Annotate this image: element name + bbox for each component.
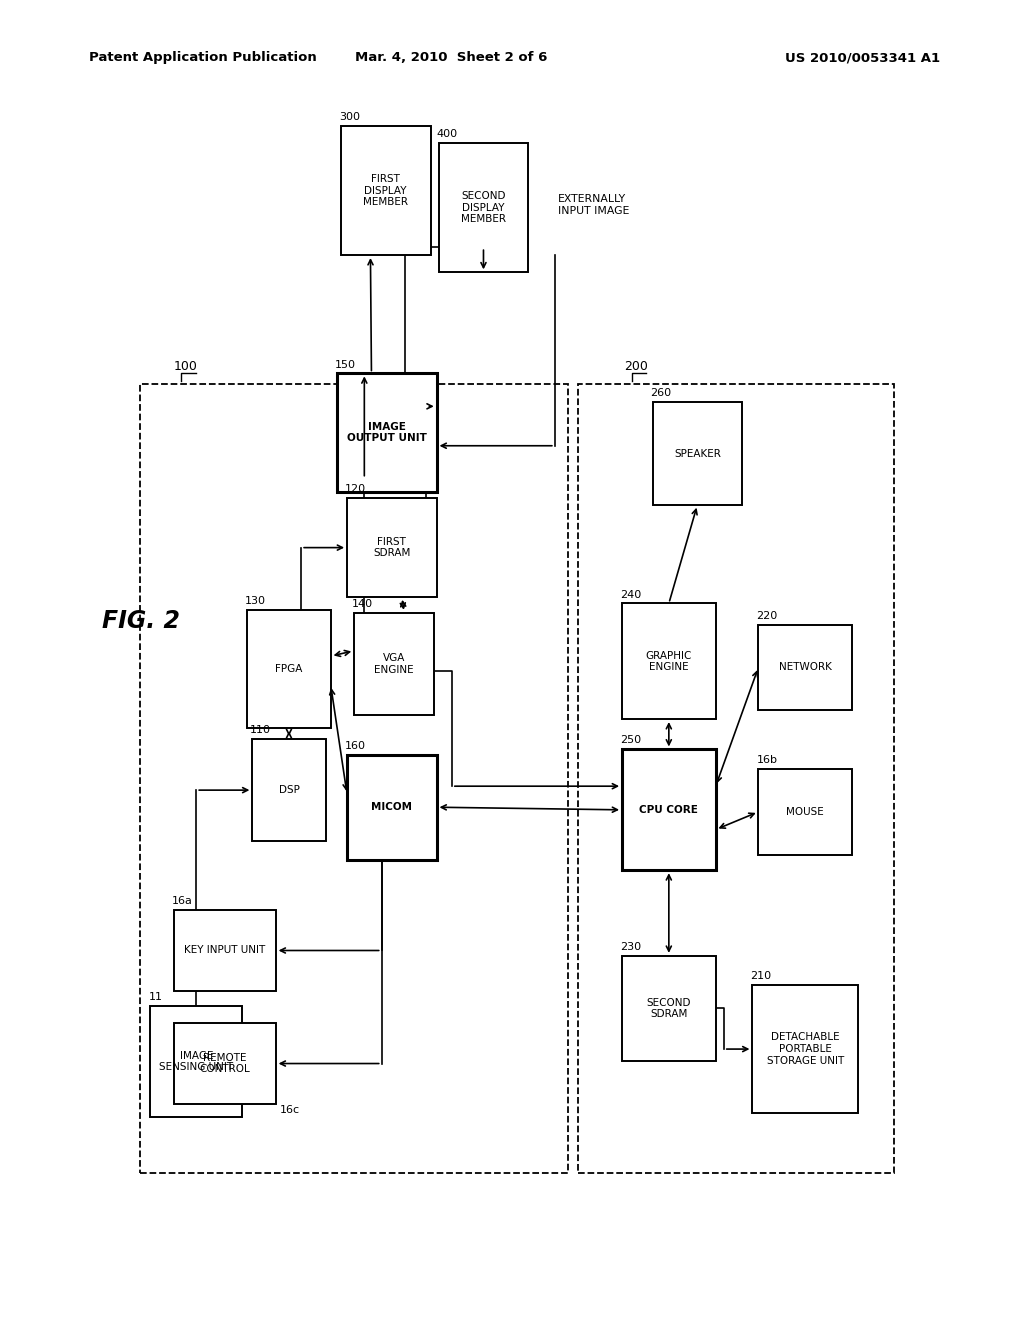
Text: DETACHABLE
PORTABLE
STORAGE UNIT: DETACHABLE PORTABLE STORAGE UNIT xyxy=(767,1032,844,1065)
Bar xyxy=(247,610,331,729)
Bar xyxy=(174,909,275,991)
Bar xyxy=(252,739,326,841)
Text: 400: 400 xyxy=(436,129,458,140)
Text: 110: 110 xyxy=(250,725,271,735)
Bar xyxy=(622,750,716,870)
Text: FIRST
DISPLAY
MEMBER: FIRST DISPLAY MEMBER xyxy=(364,174,409,207)
Bar xyxy=(759,624,852,710)
Text: FPGA: FPGA xyxy=(275,664,303,675)
Text: 300: 300 xyxy=(339,112,359,123)
Text: EXTERNALLY
INPUT IMAGE: EXTERNALLY INPUT IMAGE xyxy=(558,194,629,216)
Text: 240: 240 xyxy=(620,590,641,599)
Text: Patent Application Publication: Patent Application Publication xyxy=(89,51,317,65)
Bar xyxy=(174,1023,275,1105)
Text: NETWORK: NETWORK xyxy=(779,663,831,672)
Text: 160: 160 xyxy=(345,741,366,751)
Text: SPEAKER: SPEAKER xyxy=(674,449,721,458)
Text: 16c: 16c xyxy=(280,1105,300,1115)
Text: 120: 120 xyxy=(345,484,367,495)
Bar xyxy=(151,1006,242,1118)
Bar xyxy=(354,612,433,715)
Text: KEY INPUT UNIT: KEY INPUT UNIT xyxy=(184,945,265,956)
Text: Mar. 4, 2010  Sheet 2 of 6: Mar. 4, 2010 Sheet 2 of 6 xyxy=(354,51,547,65)
Text: 210: 210 xyxy=(751,970,771,981)
Text: FIG. 2: FIG. 2 xyxy=(101,609,179,632)
Text: 200: 200 xyxy=(624,360,648,374)
Text: MOUSE: MOUSE xyxy=(786,807,824,817)
Text: DSP: DSP xyxy=(279,785,299,795)
Text: REMOTE
CONTROL: REMOTE CONTROL xyxy=(200,1053,250,1074)
Bar xyxy=(347,755,436,859)
Text: GRAPHIC
ENGINE: GRAPHIC ENGINE xyxy=(646,651,692,672)
Text: US 2010/0053341 A1: US 2010/0053341 A1 xyxy=(784,51,940,65)
Text: 260: 260 xyxy=(650,388,672,399)
Text: 150: 150 xyxy=(335,359,355,370)
Text: 130: 130 xyxy=(245,597,266,606)
Text: 230: 230 xyxy=(620,941,641,952)
Text: 16a: 16a xyxy=(172,896,193,906)
Bar xyxy=(438,144,528,272)
Text: MICOM: MICOM xyxy=(372,803,413,812)
Text: VGA
ENGINE: VGA ENGINE xyxy=(374,653,414,675)
Bar xyxy=(759,770,852,854)
Bar xyxy=(341,127,430,255)
Text: 11: 11 xyxy=(148,991,163,1002)
Bar xyxy=(622,603,716,719)
Bar xyxy=(753,985,858,1114)
Text: 220: 220 xyxy=(757,611,777,620)
Text: IMAGE
OUTPUT UNIT: IMAGE OUTPUT UNIT xyxy=(347,422,427,444)
Bar xyxy=(579,384,894,1172)
Bar xyxy=(337,374,436,492)
Text: 250: 250 xyxy=(620,735,641,746)
Text: 16b: 16b xyxy=(757,755,777,766)
Text: 100: 100 xyxy=(174,360,198,374)
Bar xyxy=(622,956,716,1061)
Bar xyxy=(347,499,436,597)
Text: 140: 140 xyxy=(352,599,373,609)
Text: SECOND
DISPLAY
MEMBER: SECOND DISPLAY MEMBER xyxy=(461,191,506,224)
Text: FIRST
SDRAM: FIRST SDRAM xyxy=(373,537,411,558)
Text: CPU CORE: CPU CORE xyxy=(639,805,698,814)
Bar xyxy=(140,384,568,1172)
Bar xyxy=(652,403,742,504)
Text: SECOND
SDRAM: SECOND SDRAM xyxy=(646,998,691,1019)
Text: IMAGE
SENSING UNIT: IMAGE SENSING UNIT xyxy=(159,1051,233,1072)
